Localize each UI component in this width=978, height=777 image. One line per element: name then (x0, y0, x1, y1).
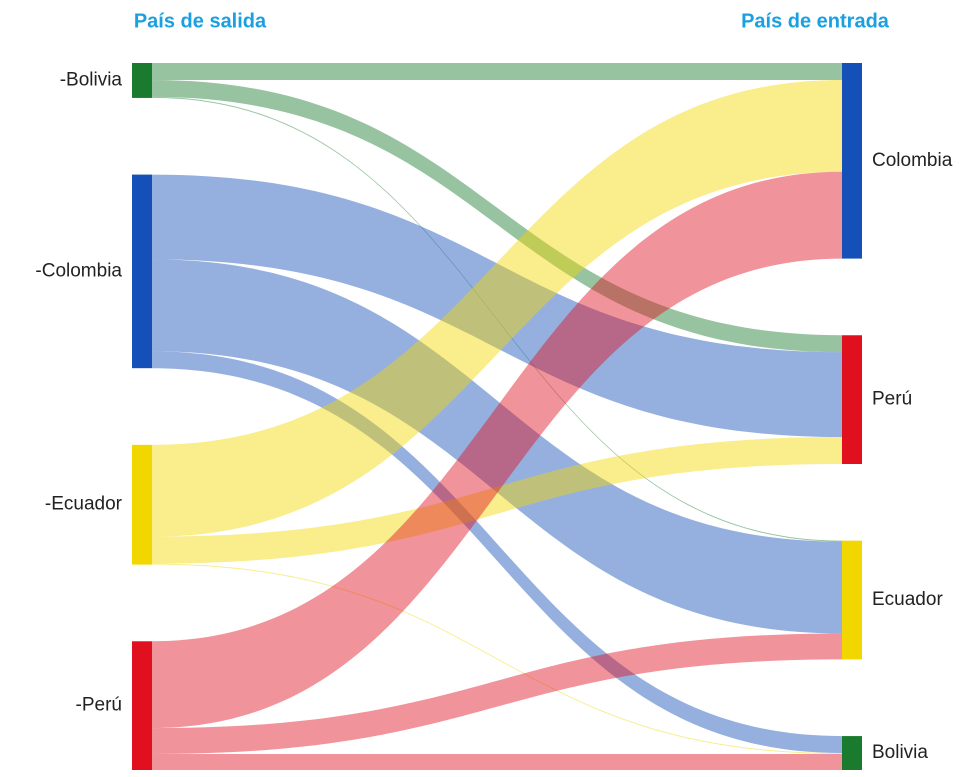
flow (152, 259, 842, 634)
flow (152, 633, 842, 755)
target-node (842, 736, 862, 770)
source-title: País de salida (134, 10, 267, 32)
source-label: -Perú (76, 695, 122, 716)
flow (152, 174, 842, 438)
target-label: Bolivia (872, 742, 928, 763)
source-node (132, 63, 152, 98)
target-label: Ecuador (872, 589, 943, 610)
flow (152, 563, 842, 755)
target-title: País de entrada (741, 10, 890, 32)
target-label: Perú (872, 389, 912, 410)
target-node (842, 63, 862, 259)
flow (152, 171, 842, 729)
flow (152, 63, 842, 80)
source-node (132, 174, 152, 369)
flow (152, 351, 842, 754)
source-label: -Colombia (35, 260, 122, 281)
source-label: -Bolivia (60, 69, 123, 90)
flow (152, 96, 842, 542)
target-label: Colombia (872, 150, 953, 171)
target-node (842, 335, 862, 464)
flow (152, 79, 842, 353)
flow (152, 754, 842, 770)
source-label: -Ecuador (45, 494, 123, 515)
links (152, 63, 842, 770)
target-node (842, 540, 862, 660)
flow (152, 79, 842, 537)
flow (152, 437, 842, 564)
source-node (132, 444, 152, 565)
source-node (132, 641, 152, 770)
